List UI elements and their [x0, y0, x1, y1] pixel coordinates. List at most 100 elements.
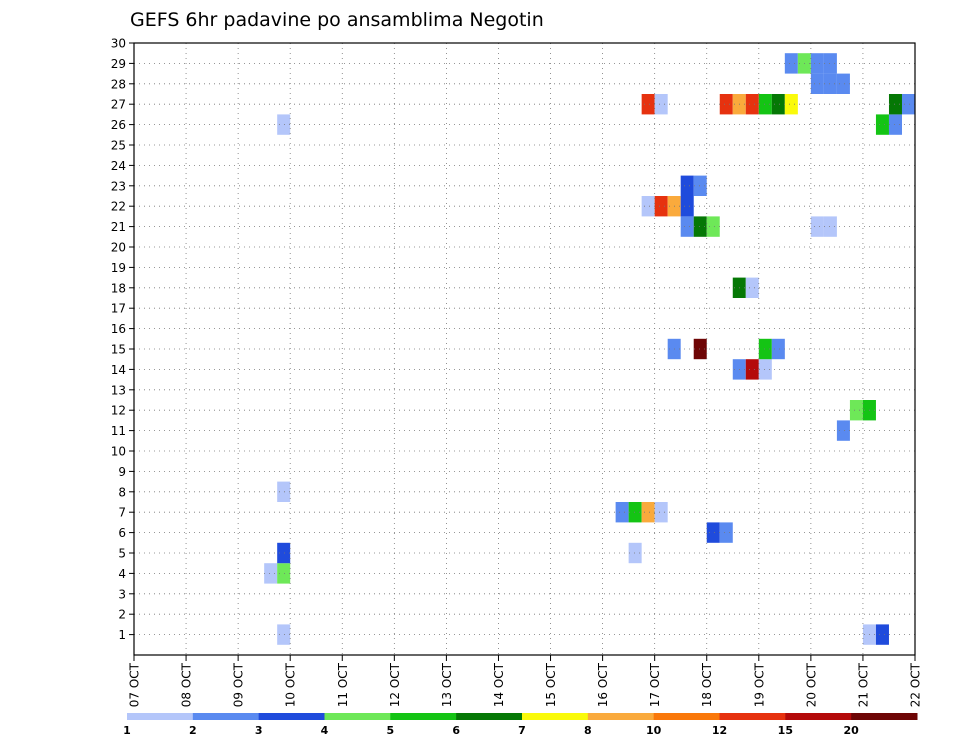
legend-swatch	[127, 713, 194, 720]
y-tick-label: 15	[111, 343, 126, 357]
y-tick-label: 26	[111, 118, 126, 132]
data-cell	[875, 114, 889, 135]
data-cell	[836, 420, 850, 441]
data-cell	[771, 338, 785, 360]
data-cell	[277, 624, 291, 645]
y-tick-label: 5	[118, 547, 126, 561]
data-cell	[758, 338, 772, 360]
data-cell	[654, 196, 668, 217]
data-cell	[693, 175, 707, 196]
data-cell	[680, 216, 694, 237]
grid-lines	[134, 42, 915, 655]
x-tick-label: 14 OCT	[492, 662, 506, 707]
data-cell	[758, 94, 772, 115]
data-cell	[901, 94, 915, 115]
ensemble-cells	[264, 53, 915, 645]
legend-label: 15	[778, 724, 793, 737]
y-tick-label: 14	[111, 363, 126, 377]
data-cell	[849, 400, 863, 421]
y-tick-label: 13	[111, 383, 126, 397]
data-cell	[875, 624, 889, 645]
legend-label: 20	[844, 724, 860, 737]
y-tick-label: 12	[111, 404, 126, 418]
data-cell	[823, 73, 837, 94]
data-cell	[693, 338, 707, 360]
data-cell	[836, 73, 850, 94]
data-cell	[641, 502, 655, 523]
data-cell	[758, 359, 772, 380]
data-cell	[706, 216, 720, 237]
legend-swatch	[653, 713, 720, 720]
legend-label: 2	[189, 724, 197, 737]
y-tick-label: 23	[111, 179, 126, 193]
x-axis: 07 OCT 08 OCT 09 OCT 10 OCT 11 OCT 12 OCT 13 O…	[128, 655, 923, 707]
legend-label: 7	[518, 724, 526, 737]
y-tick-label: 18	[111, 281, 126, 295]
legend-swatch	[390, 713, 457, 720]
chart-title: GEFS 6hr padavine po ansamblima Negotin	[130, 9, 544, 31]
y-tick-label: 2	[118, 608, 126, 622]
y-tick-label: 27	[111, 98, 126, 112]
data-cell	[654, 502, 668, 523]
data-cell	[810, 53, 824, 74]
data-cell	[771, 94, 785, 115]
y-tick-label: 30	[111, 37, 126, 51]
data-cell	[784, 94, 798, 115]
data-cell	[277, 563, 291, 584]
x-tick-label: 20 OCT	[804, 662, 818, 707]
data-cell	[719, 522, 733, 543]
data-cell	[810, 73, 824, 94]
legend-label: 5	[387, 724, 395, 737]
data-cell	[745, 277, 759, 298]
data-cell	[745, 359, 759, 380]
legend-label: 8	[584, 724, 592, 737]
legend-label: 12	[712, 724, 727, 737]
data-cell	[823, 216, 837, 237]
legend-swatch	[522, 713, 589, 720]
data-cell	[277, 542, 291, 564]
legend-swatch	[324, 713, 391, 720]
data-cell	[680, 196, 694, 217]
data-cell	[277, 481, 291, 502]
legend-swatch	[785, 713, 852, 720]
legend-label: 4	[321, 724, 329, 737]
y-tick-label: 17	[111, 302, 126, 316]
x-tick-label: 22 OCT	[909, 662, 923, 707]
x-tick-label: 16 OCT	[596, 662, 610, 707]
y-tick-label: 25	[111, 139, 126, 153]
data-cell	[628, 502, 642, 523]
x-tick-label: 12 OCT	[388, 662, 402, 707]
y-tick-label: 21	[111, 220, 126, 234]
y-tick-label: 4	[118, 567, 126, 581]
data-cell	[706, 522, 720, 543]
data-cell	[680, 175, 694, 196]
data-cell	[641, 196, 655, 217]
legend-swatch	[719, 713, 786, 720]
x-tick-label: 13 OCT	[440, 662, 454, 707]
data-cell	[277, 114, 291, 135]
data-cell	[823, 53, 837, 74]
y-tick-label: 10	[111, 445, 126, 459]
x-tick-label: 21 OCT	[856, 662, 870, 707]
data-cell	[615, 502, 629, 523]
y-tick-label: 6	[118, 526, 126, 540]
data-cell	[784, 53, 798, 74]
legend-label: 3	[255, 724, 263, 737]
legend-swatch	[456, 713, 523, 720]
data-cell	[810, 216, 824, 237]
data-cell	[641, 94, 655, 115]
y-tick-label: 9	[118, 465, 126, 479]
data-cell	[888, 114, 902, 135]
y-tick-label: 16	[111, 322, 126, 336]
legend-label: 1	[123, 724, 131, 737]
x-tick-label: 08 OCT	[180, 662, 194, 707]
x-tick-label: 07 OCT	[128, 662, 142, 707]
legend-swatch	[192, 713, 260, 720]
data-cell	[654, 94, 668, 115]
x-tick-label: 11 OCT	[336, 662, 350, 707]
legend-swatch	[587, 713, 655, 720]
data-cell	[693, 216, 707, 237]
y-tick-label: 8	[118, 485, 126, 499]
x-tick-label: 15 OCT	[544, 662, 558, 707]
